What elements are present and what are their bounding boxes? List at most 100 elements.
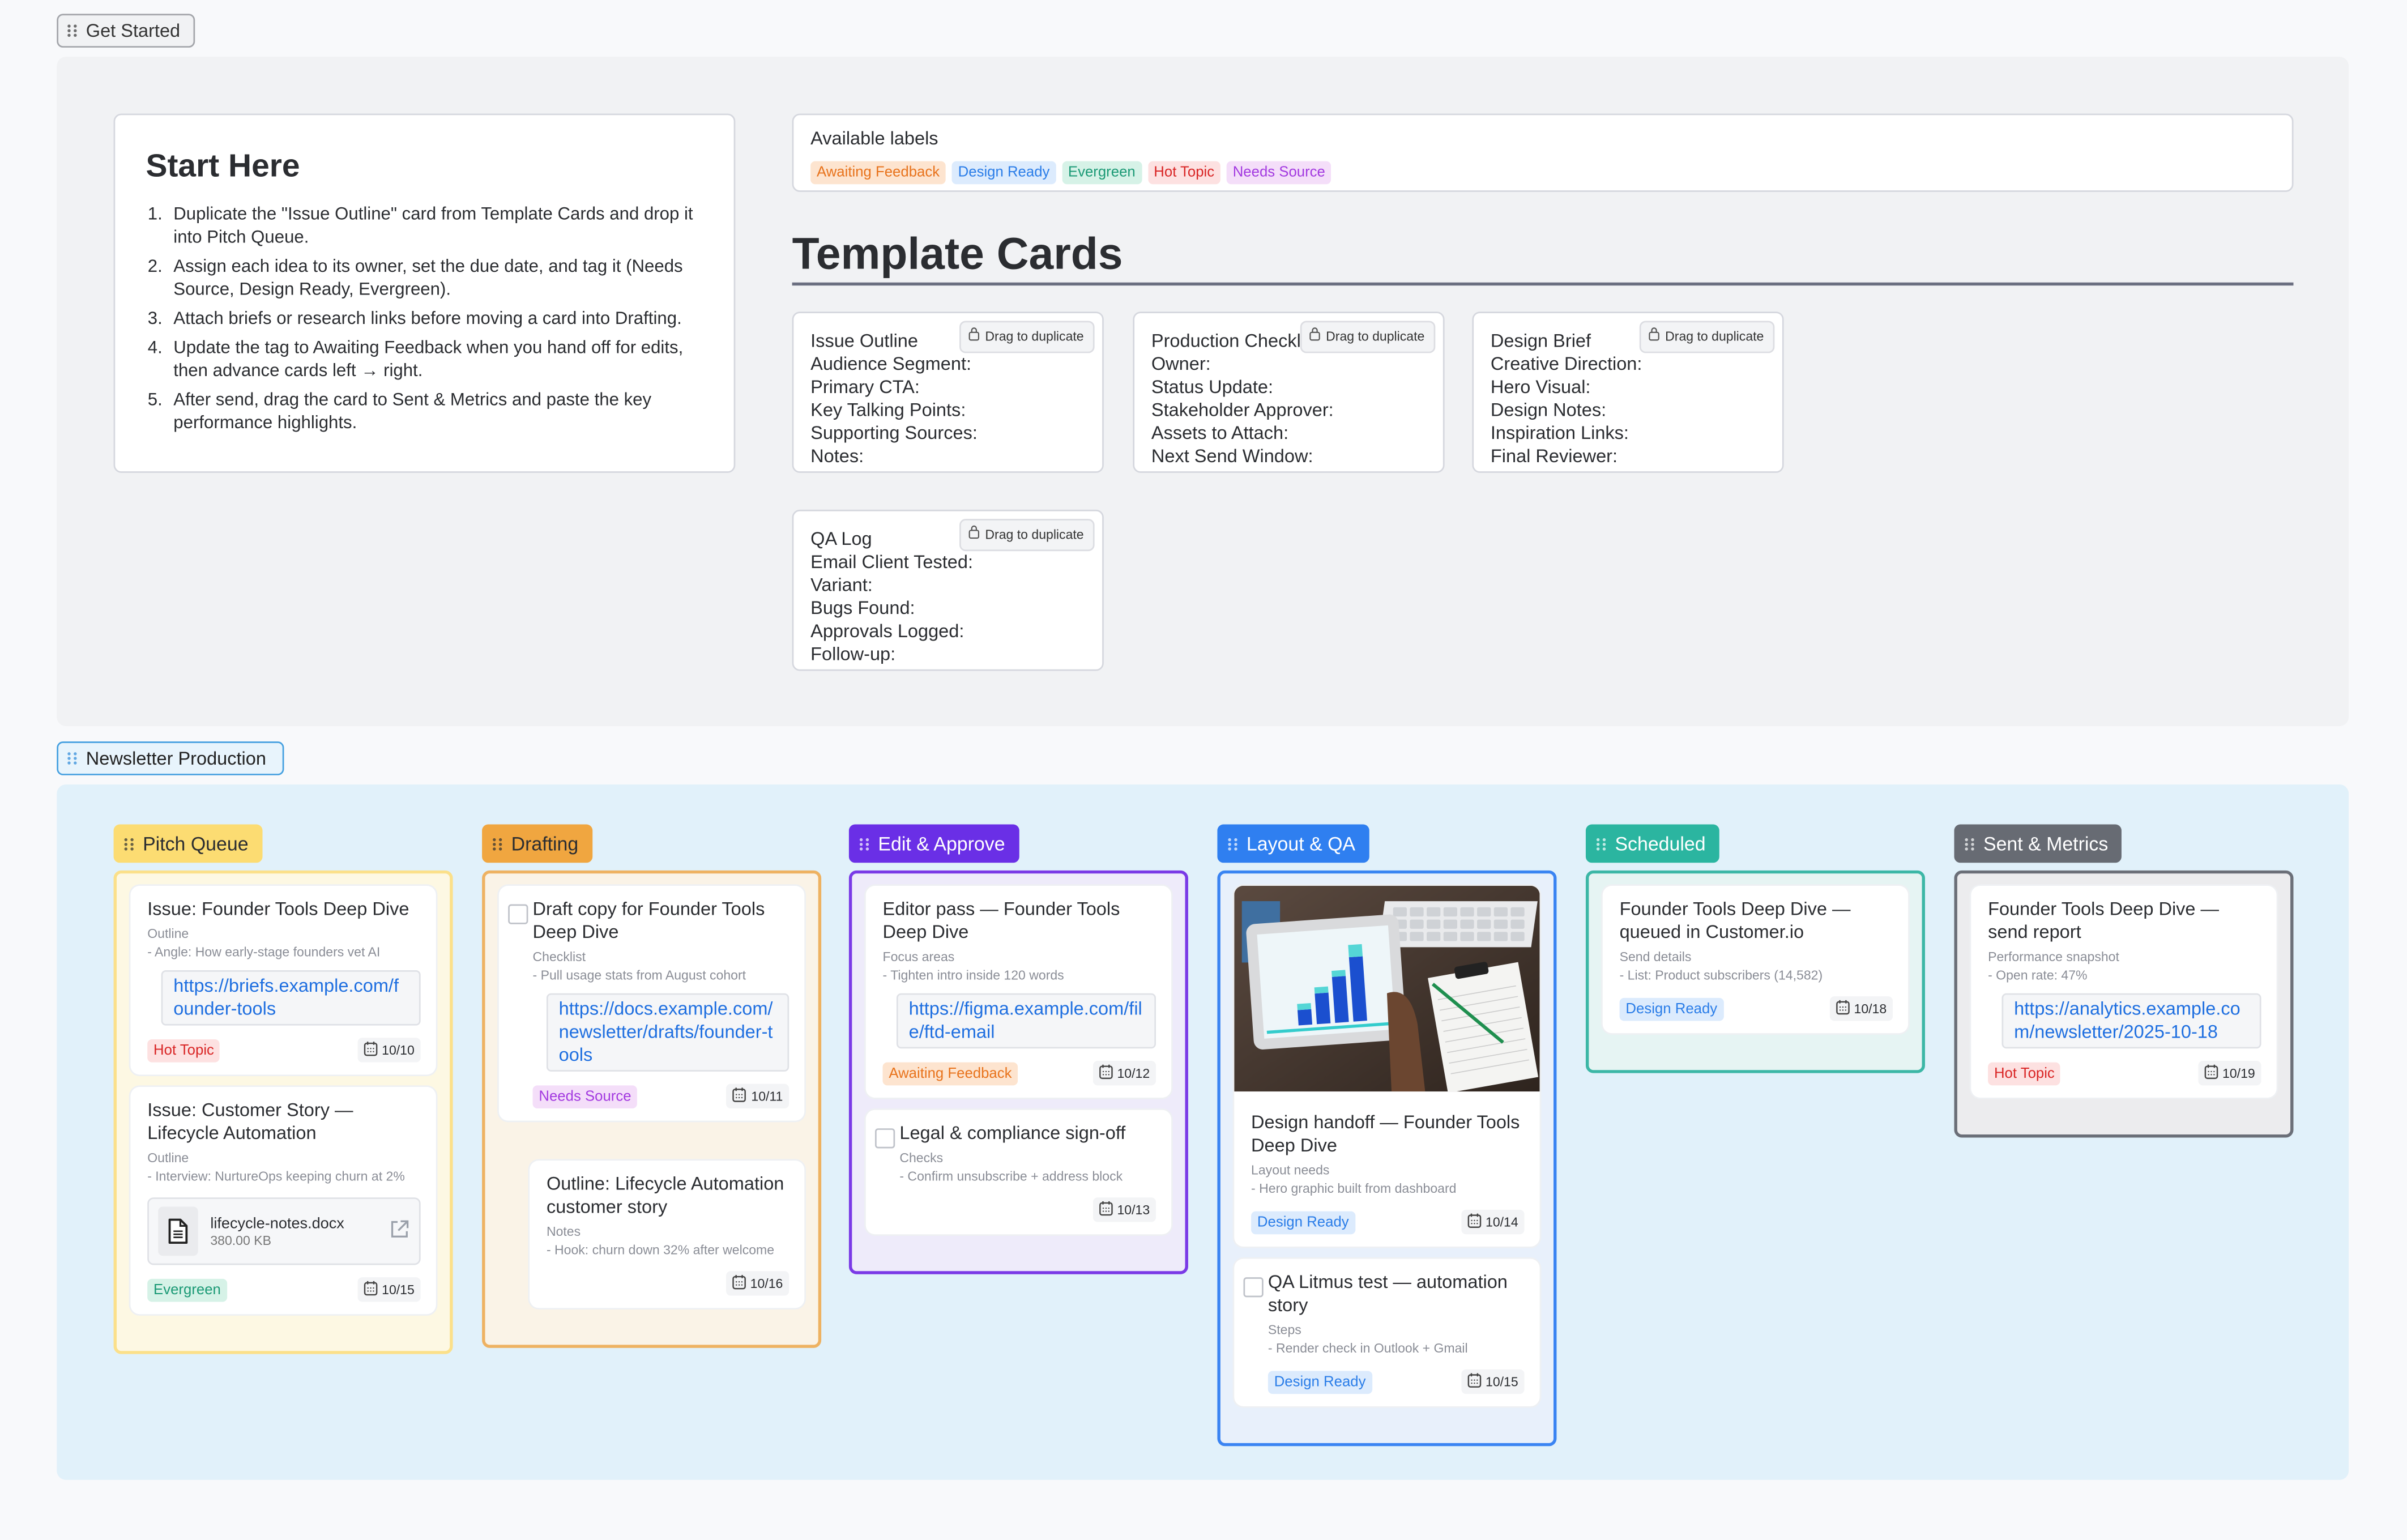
card-detail: - Tighten intro inside 120 words bbox=[882, 966, 1064, 982]
card-label[interactable]: Hot Topic bbox=[147, 1038, 220, 1062]
drag-handle-icon[interactable] bbox=[859, 837, 870, 850]
kanban-column: Design handoff — Founder Tools Deep Dive… bbox=[1217, 870, 1557, 1447]
document-icon bbox=[158, 1206, 198, 1256]
template-title: Issue Outline bbox=[810, 330, 919, 352]
drag-handle-icon[interactable] bbox=[493, 837, 503, 850]
card-section: Checks bbox=[899, 1150, 944, 1166]
template-title: Production Checklist bbox=[1151, 330, 1320, 352]
template-card[interactable]: Drag to duplicate Issue Outline Audience … bbox=[792, 312, 1104, 473]
template-card[interactable]: Drag to duplicate Production Checklist Ow… bbox=[1133, 312, 1445, 473]
due-date[interactable]: 10/15 bbox=[357, 1277, 421, 1302]
card-section: Performance snapshot bbox=[1988, 949, 2119, 965]
drag-to-duplicate-button[interactable]: Drag to duplicate bbox=[1639, 321, 1775, 353]
template-card[interactable]: Drag to duplicate QA Log Email Client Tes… bbox=[792, 509, 1104, 671]
column-header[interactable]: Pitch Queue bbox=[113, 824, 262, 863]
available-labels-card[interactable]: Available labels Awaiting Feedback Design… bbox=[792, 113, 2294, 192]
template-field: Owner: bbox=[1151, 353, 1211, 375]
card-detail: - Confirm unsubscribe + address block bbox=[899, 1167, 1123, 1183]
drag-handle-icon[interactable] bbox=[1596, 837, 1607, 850]
column-header[interactable]: Edit & Approve bbox=[848, 824, 1019, 863]
kanban-card[interactable]: Editor pass — Founder Tools Deep Dive Foc… bbox=[865, 885, 1172, 1098]
due-date-value: 10/13 bbox=[1117, 1202, 1150, 1218]
open-external-icon[interactable] bbox=[389, 1218, 410, 1244]
due-date[interactable]: 10/10 bbox=[357, 1038, 421, 1063]
card-link[interactable]: https://docs.example.com/newsletter/draf… bbox=[546, 993, 789, 1072]
card-section: Steps bbox=[1267, 1321, 1301, 1337]
due-date[interactable]: 10/15 bbox=[1461, 1369, 1525, 1394]
task-checkbox[interactable] bbox=[1243, 1277, 1264, 1298]
card-section: Send details bbox=[1619, 949, 1692, 965]
card-label[interactable]: Design Ready bbox=[1267, 1370, 1372, 1393]
label-chip[interactable]: Awaiting Feedback bbox=[810, 161, 946, 185]
template-field: Next Send Window: bbox=[1151, 445, 1313, 467]
section-tab-newsletter-production[interactable]: Newsletter Production bbox=[57, 741, 284, 775]
card-link[interactable]: https://briefs.example.com/founder-tools bbox=[161, 970, 421, 1026]
due-date[interactable]: 10/19 bbox=[2197, 1060, 2261, 1086]
template-field: Supporting Sources: bbox=[810, 422, 978, 444]
template-card[interactable]: Drag to duplicate Design Brief Creative D… bbox=[1472, 312, 1784, 473]
drag-handle-icon[interactable] bbox=[124, 837, 135, 850]
calendar-icon bbox=[1099, 1064, 1112, 1082]
column-header[interactable]: Sent & Metrics bbox=[1954, 824, 2122, 863]
task-checkbox[interactable] bbox=[508, 904, 528, 924]
column-title: Layout & QA bbox=[1246, 833, 1356, 855]
kanban-card[interactable]: Draft copy for Founder Tools Deep Dive Ch… bbox=[498, 885, 805, 1121]
drag-handle-icon[interactable] bbox=[67, 752, 78, 765]
due-date[interactable]: 10/12 bbox=[1092, 1060, 1156, 1086]
due-date-value: 10/18 bbox=[1854, 1001, 1887, 1017]
drag-handle-icon[interactable] bbox=[67, 24, 78, 37]
kanban-card[interactable]: Design handoff — Founder Tools Deep Dive… bbox=[1234, 885, 1540, 1247]
due-date-value: 10/15 bbox=[1486, 1373, 1518, 1390]
template-field: Stakeholder Approver: bbox=[1151, 399, 1334, 421]
card-link[interactable]: https://analytics.example.com/newsletter… bbox=[2001, 993, 2261, 1049]
label-chip[interactable]: Hot Topic bbox=[1147, 161, 1221, 185]
template-field: Variant: bbox=[810, 574, 873, 596]
due-date-value: 10/16 bbox=[750, 1275, 783, 1291]
due-date[interactable]: 10/14 bbox=[1461, 1209, 1525, 1235]
card-label[interactable]: Design Ready bbox=[1251, 1210, 1355, 1234]
template-field: Key Talking Points: bbox=[810, 399, 966, 421]
card-label[interactable]: Awaiting Feedback bbox=[882, 1061, 1018, 1085]
card-title: Design handoff — Founder Tools Deep Dive bbox=[1251, 1111, 1520, 1157]
section-tab-get-started[interactable]: Get Started bbox=[57, 14, 195, 48]
due-date-value: 10/19 bbox=[2222, 1065, 2255, 1081]
step: After send, drag the card to Sent & Metr… bbox=[167, 390, 709, 436]
column-header[interactable]: Layout & QA bbox=[1217, 824, 1369, 863]
due-date-value: 10/10 bbox=[382, 1042, 415, 1058]
label-chip[interactable]: Design Ready bbox=[951, 161, 1056, 185]
due-date[interactable]: 10/16 bbox=[725, 1271, 789, 1296]
card-label[interactable]: Needs Source bbox=[532, 1084, 638, 1108]
kanban-card[interactable]: Issue: Customer Story — Lifecycle Automa… bbox=[130, 1087, 436, 1315]
due-date[interactable]: 10/13 bbox=[1092, 1197, 1156, 1222]
card-label[interactable]: Hot Topic bbox=[1988, 1061, 2061, 1085]
label-chip[interactable]: Evergreen bbox=[1062, 161, 1142, 185]
due-date[interactable]: 10/18 bbox=[1829, 996, 1893, 1021]
kanban-card[interactable]: Founder Tools Deep Dive — send report Per… bbox=[1971, 885, 2277, 1098]
drag-handle-icon[interactable] bbox=[1965, 837, 1975, 850]
label-chip[interactable]: Needs Source bbox=[1226, 161, 1331, 185]
start-here-steps: Duplicate the "Issue Outline" card from … bbox=[146, 204, 709, 436]
kanban-card[interactable]: Issue: Founder Tools Deep Dive Outline - A… bbox=[130, 885, 436, 1075]
drag-to-duplicate-button[interactable]: Drag to duplicate bbox=[959, 519, 1095, 552]
column-header[interactable]: Scheduled bbox=[1585, 824, 1719, 863]
kanban-card[interactable]: Founder Tools Deep Dive — queued in Cust… bbox=[1602, 885, 1909, 1034]
drag-to-duplicate-button[interactable]: Drag to duplicate bbox=[1300, 321, 1436, 353]
step: Update the tag to Awaiting Feedback when… bbox=[167, 338, 709, 383]
template-field: Primary CTA: bbox=[810, 376, 920, 398]
kanban-card[interactable]: Legal & compliance sign-off Checks - Confi… bbox=[865, 1110, 1172, 1235]
drag-to-duplicate-button[interactable]: Drag to duplicate bbox=[959, 321, 1095, 353]
column-header[interactable]: Drafting bbox=[482, 824, 592, 863]
kanban-card[interactable]: QA Litmus test — automation story Steps - … bbox=[1234, 1259, 1540, 1406]
card-title: Issue: Customer Story — Lifecycle Automa… bbox=[147, 1099, 353, 1144]
card-label[interactable]: Design Ready bbox=[1619, 997, 1724, 1021]
file-attachment[interactable]: lifecycle-notes.docx 380.00 KB bbox=[147, 1197, 421, 1265]
kanban-card[interactable]: Outline: Lifecycle Automation customer s… bbox=[530, 1161, 805, 1308]
task-checkbox[interactable] bbox=[874, 1128, 895, 1149]
drag-handle-icon[interactable] bbox=[1228, 837, 1239, 850]
column-title: Scheduled bbox=[1615, 833, 1706, 855]
start-here-card[interactable]: Start Here Duplicate the "Issue Outline"… bbox=[113, 113, 736, 473]
due-date[interactable]: 10/11 bbox=[727, 1083, 789, 1108]
card-link[interactable]: https://figma.example.com/file/ftd-email bbox=[896, 993, 1156, 1049]
card-label[interactable]: Evergreen bbox=[147, 1278, 227, 1302]
template-field: Creative Direction: bbox=[1490, 353, 1642, 375]
